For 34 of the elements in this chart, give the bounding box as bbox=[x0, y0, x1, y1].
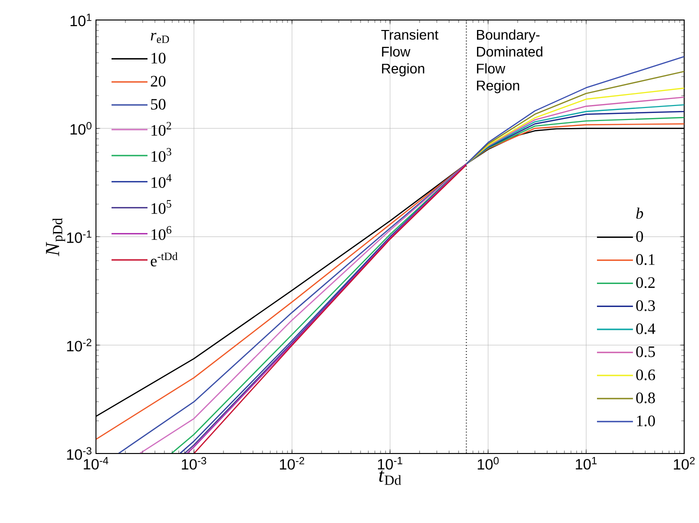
legend-label: 1.0 bbox=[637, 415, 655, 426]
legend-label: 0.3 bbox=[636, 300, 655, 311]
legend-label: e$^{-tDd}$ bbox=[150, 252, 178, 266]
x-tick-label: 10$^{-2}$ bbox=[280, 456, 304, 470]
x-tick-label: 10$^{0}$ bbox=[478, 456, 499, 470]
legend-label: 0 bbox=[636, 230, 643, 242]
y-tick-label: 10$^{1}$ bbox=[70, 14, 92, 26]
annotation: Transient Flow Region bbox=[381, 29, 438, 76]
x-tick-label: 10$^{-3}$ bbox=[182, 456, 206, 470]
legend-title: r$_{eD}$ bbox=[150, 32, 169, 43]
legend-label: 0.1 bbox=[636, 254, 655, 265]
y-tick-label: 10$^{-2}$ bbox=[67, 338, 92, 352]
legend-label: 10$^{4}$ bbox=[152, 174, 172, 188]
legend-label: 10$^{2}$ bbox=[152, 122, 172, 136]
legend-label: 0.8 bbox=[636, 392, 655, 404]
legend-label: 10$^{5}$ bbox=[152, 200, 172, 214]
legend-label: 0.2 bbox=[636, 277, 655, 288]
legend-label: 10$^{3}$ bbox=[152, 148, 172, 162]
x-tick-label: 10$^{-1}$ bbox=[378, 456, 402, 470]
legend-title: b bbox=[636, 207, 644, 219]
y-tick-label: 10$^{0}$ bbox=[70, 122, 92, 134]
x-axis-title: t$_{Dd}$ bbox=[379, 470, 402, 485]
x-tick-label: 10$^{2}$ bbox=[674, 456, 695, 470]
legend-label: 10$^{6}$ bbox=[152, 226, 172, 240]
legend-label: 0.4 bbox=[636, 323, 656, 334]
legend-label: 0.6 bbox=[636, 369, 656, 380]
legend-label: 10 bbox=[152, 52, 166, 64]
annotation: Boundary-Dominated Flow Region bbox=[477, 29, 542, 94]
y-tick-label: 10$^{-1}$ bbox=[67, 230, 92, 243]
x-tick-label: 10$^{1}$ bbox=[576, 456, 597, 470]
legend-label: 0.5 bbox=[636, 346, 655, 357]
legend-label: 50 bbox=[151, 98, 166, 110]
y-axis-title: N$_{pDd}$ bbox=[46, 218, 66, 256]
legend-label: 20 bbox=[150, 76, 166, 86]
